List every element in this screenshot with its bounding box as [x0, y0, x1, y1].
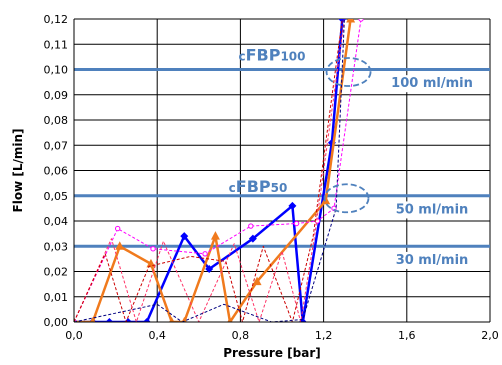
cfbp-subscript: 100: [280, 50, 305, 64]
cfbp-annotation: cFBP100: [238, 46, 305, 65]
y-tick-label: 0,03: [44, 240, 69, 253]
reference-label: 30 ml/min: [396, 253, 469, 268]
cfbp-main: FBP: [236, 177, 271, 196]
circle-marker: [294, 221, 298, 225]
y-axis-title: Flow [L/min]: [11, 129, 25, 213]
x-axis-title: Pressure [bar]: [223, 346, 321, 360]
x-tick-label: 1,2: [315, 329, 333, 342]
cfbp-main: FBP: [246, 46, 281, 65]
y-tick-label: 0,02: [44, 266, 69, 279]
y-tick-label: 0,10: [44, 64, 69, 77]
y-tick-label: 0,00: [44, 316, 69, 329]
x-tick-label: 1,6: [398, 329, 416, 342]
y-tick-label: 0,01: [44, 291, 69, 304]
circle-marker: [203, 252, 207, 256]
reference-lines: [74, 70, 490, 247]
x-tick-label: 0,4: [148, 329, 166, 342]
y-tick-label: 0,04: [44, 215, 69, 228]
triangle-marker: [346, 14, 355, 23]
circle-marker: [151, 247, 155, 251]
cfbp-annotation: cFBP50: [229, 177, 288, 196]
grid-lines: [74, 19, 490, 322]
y-tick-label: 0,08: [44, 114, 69, 127]
y-tick-label: 0,09: [44, 89, 69, 102]
y-tick-label: 0,07: [44, 139, 69, 152]
highlight-ellipse: [327, 58, 371, 86]
y-tick-label: 0,11: [44, 38, 69, 51]
cfbp-subscript: 50: [271, 181, 288, 195]
reference-label: 100 ml/min: [391, 76, 473, 91]
circle-marker: [249, 224, 253, 228]
y-tick-label: 0,05: [44, 190, 69, 203]
cfbp-prefix: c: [238, 50, 245, 64]
circle-marker: [115, 226, 119, 230]
x-tick-label: 0,8: [232, 329, 250, 342]
cfbp-prefix: c: [229, 181, 236, 195]
triangle-marker: [211, 231, 220, 240]
highlight-ellipse: [324, 184, 368, 212]
circle-marker: [359, 17, 363, 21]
reference-label: 50 ml/min: [396, 202, 469, 217]
x-tick-label: 2,0: [481, 329, 499, 342]
y-tick-label: 0,12: [44, 13, 69, 26]
y-tick-label: 0,06: [44, 165, 69, 178]
x-tick-label: 0,0: [65, 329, 83, 342]
